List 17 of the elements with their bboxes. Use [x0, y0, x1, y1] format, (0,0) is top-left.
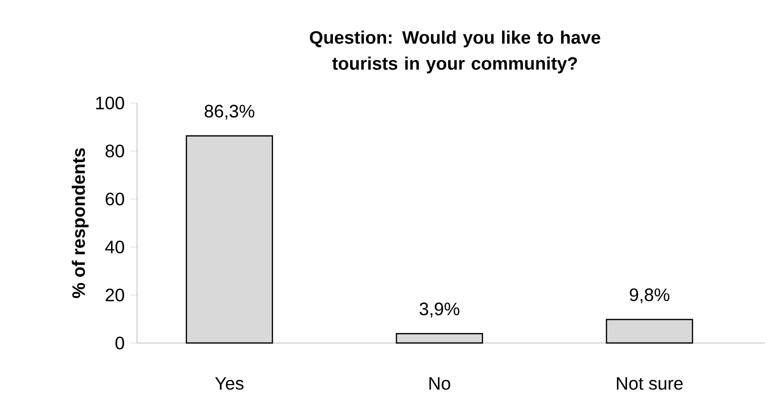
- bar: [186, 135, 274, 344]
- data-label: 9,8%: [630, 288, 670, 304]
- x-tick-label: No: [429, 377, 450, 390]
- data-label: 3,9%: [420, 302, 460, 318]
- y-tick-label: 60: [106, 192, 124, 206]
- x-tick-label: Not sure: [616, 377, 683, 390]
- bar: [396, 333, 484, 344]
- y-tick-label: 20: [106, 288, 124, 302]
- data-label: 86,3%: [204, 104, 254, 120]
- y-tick-label: 0: [115, 336, 124, 350]
- y-tick-label: 40: [105, 240, 124, 254]
- chart-title: Question: Would you like to have tourists in your community?: [310, 30, 600, 74]
- bar: [606, 318, 694, 344]
- x-tick-label: Yes: [215, 377, 244, 390]
- y-axis-title: % of respondents: [72, 148, 89, 298]
- y-tick-label: 80: [106, 144, 124, 158]
- y-tick-label: 100: [96, 96, 124, 110]
